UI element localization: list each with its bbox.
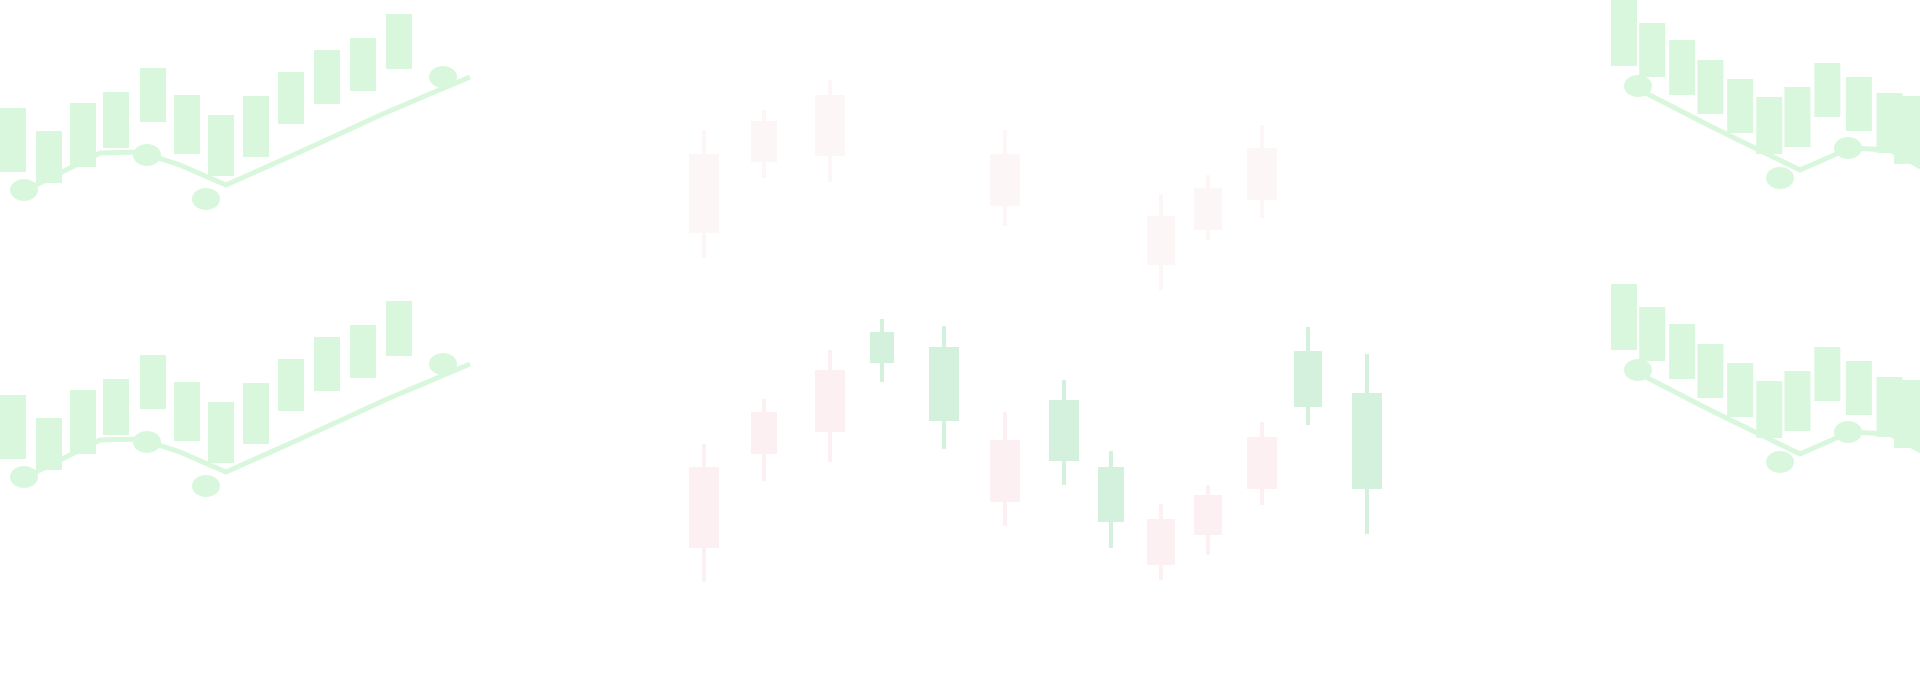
bars-top-right-bar-6 (1756, 97, 1783, 154)
bars-top-left-bar-4 (103, 92, 129, 148)
candles-bottom-center-body-9 (1147, 519, 1175, 565)
bars-top-left-bar-8 (243, 96, 269, 157)
candles-top-center-body-6 (1194, 188, 1222, 230)
bars-bottom-left-bar-12 (386, 301, 412, 356)
candles-top-center-body-5 (1147, 216, 1175, 265)
bars-top-right-bar-9 (1845, 77, 1872, 131)
candles-bottom-center-body-13 (1352, 393, 1382, 489)
candles-top-center-body-3 (815, 95, 845, 156)
bars-bottom-right-bar-7 (1784, 371, 1811, 431)
bars-top-left-bar-12 (386, 14, 412, 69)
bars-top-right-node-3 (1834, 137, 1862, 159)
bars-bottom-left-bar-11 (350, 325, 376, 378)
bars-bottom-right-bar-2 (1639, 307, 1666, 361)
bars-bottom-right-bar-6 (1756, 381, 1783, 438)
bars-top-left-trend-line (20, 74, 471, 195)
candles-bottom-center-body-5 (929, 347, 959, 421)
bars-bottom-left-node-2 (133, 431, 161, 453)
bars-bottom-right-node-1 (1624, 359, 1652, 381)
bars-top-right-group (1611, 0, 1920, 189)
candles-bottom-center-body-6 (990, 440, 1020, 502)
bars-top-left-bar-10 (314, 50, 340, 104)
bars-bottom-left-bar-7 (208, 402, 234, 463)
bars-top-left-bar-9 (278, 72, 304, 124)
candles-top-center-body-2 (751, 121, 777, 162)
bars-top-right-bar-7 (1784, 87, 1811, 147)
bars-top-left-bar-7 (208, 115, 234, 176)
bars-top-right-bar-8 (1814, 63, 1841, 117)
bars-top-left-bar-11 (350, 38, 376, 91)
bars-top-left-bar-5 (140, 68, 166, 122)
bars-bottom-right-node-2 (1766, 451, 1794, 473)
bars-top-left-node-1 (10, 179, 38, 201)
candles-top-center-body-4 (990, 154, 1020, 206)
candles-top-center-group (689, 80, 1277, 290)
bars-bottom-right-bar-12 (1894, 380, 1920, 434)
bars-top-right-bar-1 (1611, 0, 1637, 66)
bars-bottom-left-node-1 (10, 466, 38, 488)
candles-bottom-center-body-1 (689, 467, 719, 548)
candles-bottom-center-body-11 (1247, 437, 1277, 489)
bars-bottom-left-node-4 (429, 353, 457, 375)
bars-bottom-left-bar-4 (103, 379, 129, 435)
bars-top-right-node-2 (1766, 167, 1794, 189)
bars-bottom-left-node-3 (192, 475, 220, 497)
bars-bottom-left-bar-10 (314, 337, 340, 391)
bars-top-right-bar-12 (1894, 96, 1920, 150)
bars-bottom-right-bar-3 (1669, 324, 1696, 379)
bars-top-right-bar-2 (1639, 23, 1666, 77)
bars-bottom-right-bar-1 (1611, 284, 1637, 350)
bars-top-left-group (0, 14, 471, 210)
bars-top-right-bar-5 (1727, 79, 1754, 133)
candles-bottom-center-body-10 (1194, 495, 1222, 535)
bars-top-right-bar-4 (1697, 60, 1724, 114)
candles-bottom-center-group (689, 319, 1382, 582)
candles-top-center-body-1 (689, 154, 719, 233)
bars-top-left-bar-6 (174, 95, 200, 154)
bars-bottom-left-bar-5 (140, 355, 166, 409)
candles-bottom-center-body-12 (1294, 351, 1322, 407)
bars-bottom-right-node-3 (1834, 421, 1862, 443)
candles-bottom-center-body-4 (870, 332, 894, 363)
candles-bottom-center-body-7 (1049, 400, 1079, 461)
bars-bottom-left-bar-1 (0, 395, 26, 459)
bars-bottom-left-bar-6 (174, 382, 200, 441)
bars-bottom-left-bar-8 (243, 383, 269, 444)
bars-top-left-node-4 (429, 66, 457, 88)
bars-bottom-right-bar-8 (1814, 347, 1841, 401)
candles-bottom-center-body-3 (815, 370, 845, 432)
bars-top-right-node-1 (1624, 75, 1652, 97)
bars-bottom-left-bar-9 (278, 359, 304, 411)
candles-bottom-center-body-8 (1098, 467, 1124, 522)
bars-top-left-bar-1 (0, 108, 26, 172)
bars-top-left-node-3 (192, 188, 220, 210)
bars-bottom-right-bar-4 (1697, 344, 1724, 398)
bars-bottom-left-group (0, 301, 471, 497)
bars-top-left-node-2 (133, 144, 161, 166)
bars-bottom-right-bar-9 (1845, 361, 1872, 415)
bars-bottom-right-group (1611, 284, 1920, 473)
bars-bottom-right-bar-5 (1727, 363, 1754, 417)
candles-bottom-center-body-2 (751, 412, 777, 454)
bars-top-right-bar-3 (1669, 40, 1696, 95)
bars-bottom-left-trend-line (20, 361, 471, 482)
candles-top-center-body-7 (1247, 148, 1277, 200)
